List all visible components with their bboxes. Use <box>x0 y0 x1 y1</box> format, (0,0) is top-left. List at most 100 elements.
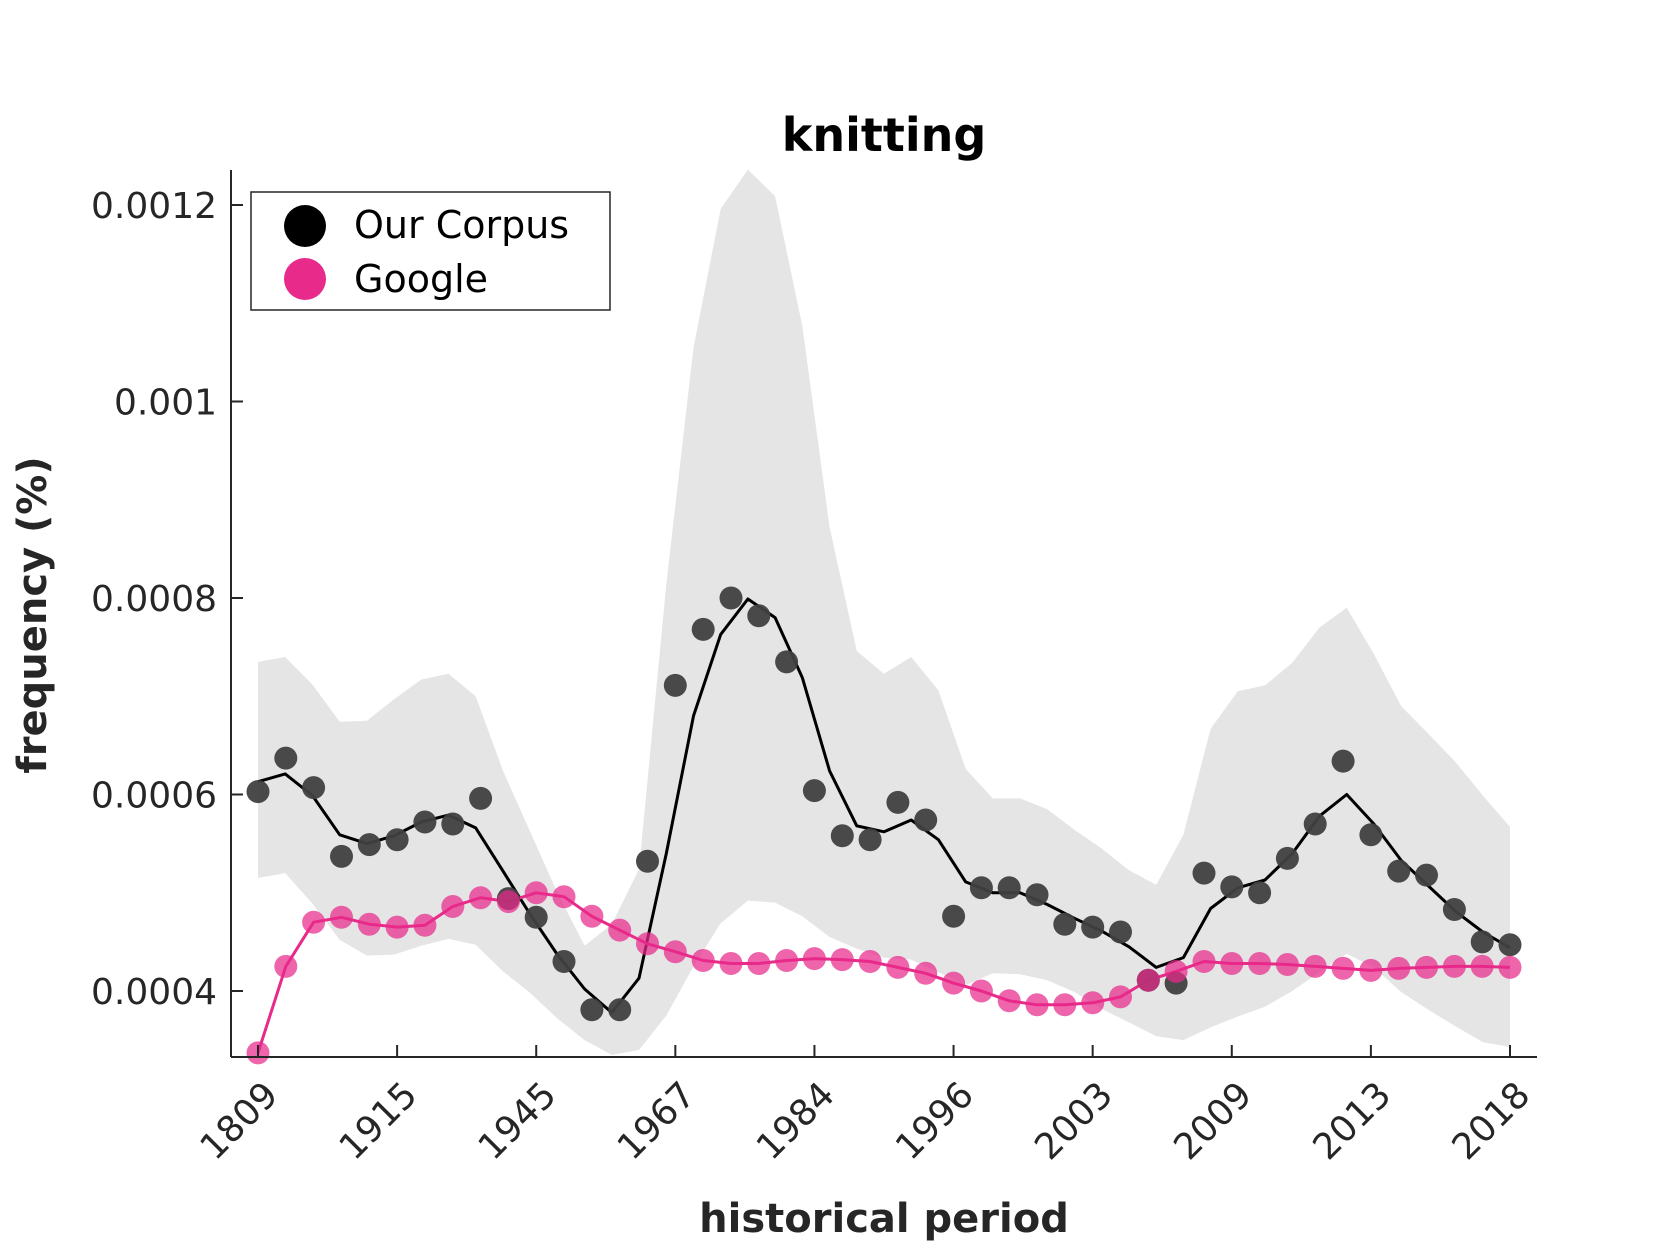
google-point <box>719 952 743 975</box>
google-point <box>1248 952 1272 975</box>
google-point <box>469 886 493 910</box>
google-point <box>524 881 548 905</box>
our-corpus-point <box>969 876 993 900</box>
google-point <box>580 904 604 928</box>
x-tick-label: 1996 <box>888 1074 982 1168</box>
google-point <box>274 954 298 978</box>
our-corpus-point <box>691 617 715 641</box>
our-corpus-point <box>775 650 799 674</box>
chart-title: knitting <box>782 108 987 162</box>
our-corpus-point <box>1220 875 1244 899</box>
our-corpus-point <box>1248 881 1272 905</box>
google-point <box>441 895 465 918</box>
x-tick-label: 1967 <box>610 1074 704 1168</box>
google-point <box>1359 958 1383 982</box>
y-tick-label: 0.0012 <box>91 186 217 227</box>
y-tick-label: 0.001 <box>114 383 217 424</box>
google-point <box>385 915 409 939</box>
our-corpus-point <box>1387 859 1411 883</box>
google-point <box>1025 993 1049 1017</box>
our-corpus-point <box>357 833 381 857</box>
our-corpus-point <box>1275 846 1299 870</box>
our-corpus-point <box>330 844 353 868</box>
google-point <box>608 918 632 942</box>
our-corpus-point <box>524 905 548 929</box>
x-tick-label: 1915 <box>332 1074 426 1168</box>
x-tick-label: 1809 <box>193 1074 287 1168</box>
google-point <box>886 955 910 979</box>
legend: Our Corpus Google <box>250 191 611 311</box>
google-point <box>1275 953 1299 976</box>
legend-marker-our-corpus <box>284 205 326 247</box>
google-point <box>1081 991 1105 1015</box>
google-point <box>1109 985 1132 1009</box>
our-corpus-point <box>1359 823 1383 847</box>
our-corpus-point <box>858 828 882 852</box>
y-tick-label: 0.0008 <box>91 579 217 620</box>
google-point <box>552 885 576 909</box>
our-corpus-point <box>1053 912 1077 936</box>
our-corpus-point <box>1415 863 1438 887</box>
our-corpus-point <box>914 808 938 832</box>
legend-label-our-corpus: Our Corpus <box>354 203 569 247</box>
x-tick-label: 1945 <box>471 1074 565 1168</box>
google-point <box>802 947 826 971</box>
google-point <box>413 913 437 937</box>
our-corpus-confidence-band <box>258 169 1510 1055</box>
our-corpus-point <box>1109 920 1132 944</box>
our-corpus-point <box>441 812 465 836</box>
google-point <box>969 979 993 1003</box>
series-point-layer <box>246 586 1522 1065</box>
x-tick-label: 2003 <box>1027 1074 1121 1168</box>
our-corpus-point <box>469 786 493 810</box>
google-point <box>997 989 1021 1013</box>
google-point <box>357 912 381 936</box>
series-line-layer <box>256 597 1511 1054</box>
google-point <box>1192 950 1216 973</box>
our-corpus-point <box>552 950 576 973</box>
google-point <box>1470 954 1494 978</box>
x-tick-label: 2013 <box>1305 1074 1399 1168</box>
google-point <box>1387 956 1411 980</box>
google-point <box>1164 959 1188 983</box>
our-corpus-point <box>747 604 771 628</box>
our-corpus-point <box>886 790 910 814</box>
confidence-band-layer <box>258 169 1510 1055</box>
google-point <box>942 971 966 995</box>
our-corpus-point <box>580 998 604 1022</box>
y-tick-label: 0.0004 <box>91 972 217 1013</box>
our-corpus-point <box>1025 883 1049 907</box>
our-corpus-point <box>1498 933 1522 957</box>
our-corpus-point <box>608 998 632 1022</box>
our-corpus-point <box>246 780 270 804</box>
y-tick-label: 0.0006 <box>91 776 217 817</box>
google-point <box>747 952 771 975</box>
google-point <box>858 950 882 973</box>
google-line <box>256 891 1511 1054</box>
google-point <box>636 932 659 956</box>
our-corpus-point <box>1470 930 1494 954</box>
google-point <box>914 961 938 985</box>
x-tick-label: 2018 <box>1445 1074 1539 1168</box>
google-point <box>830 948 854 972</box>
google-point <box>1136 968 1160 992</box>
y-axis-label: frequency (%) <box>10 456 56 773</box>
x-ticks: 1809 1915 1945 1967 1984 1996 2003 2009 2013 2018 <box>193 1045 1539 1168</box>
legend-label-google: Google <box>354 257 488 301</box>
google-point <box>691 949 715 972</box>
google-point <box>1415 955 1438 979</box>
google-point <box>1053 993 1077 1017</box>
our-corpus-point <box>385 828 409 852</box>
our-corpus-point <box>997 876 1021 900</box>
google-point <box>302 910 326 934</box>
google-point <box>1442 954 1466 978</box>
x-axis-label: historical period <box>699 1196 1069 1242</box>
y-ticks: 0.0004 0.0006 0.0008 0.001 0.0012 <box>91 186 243 1013</box>
our-corpus-point <box>1442 898 1466 921</box>
our-corpus-point <box>942 904 966 928</box>
legend-marker-google <box>284 258 326 300</box>
x-tick-label: 1984 <box>749 1074 843 1168</box>
google-point <box>330 905 353 929</box>
axes <box>230 170 1537 1058</box>
